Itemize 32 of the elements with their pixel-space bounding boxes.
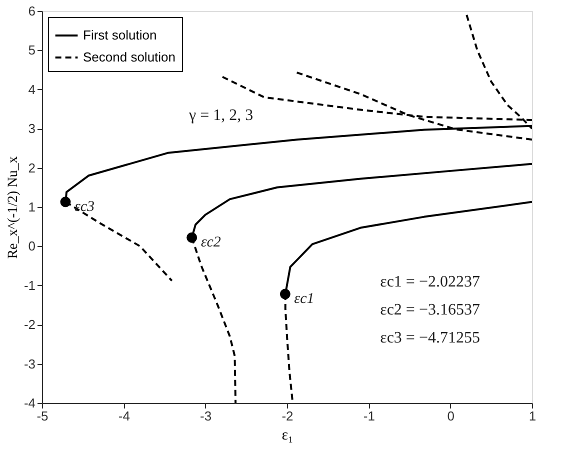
y-tick-label: 2 xyxy=(28,160,36,176)
x-tick-label: 1 xyxy=(528,408,536,424)
y-tick-label: -1 xyxy=(24,278,36,293)
annotation: εc2 xyxy=(200,234,222,251)
y-tick-label: 6 xyxy=(28,4,36,18)
x-tick-label: -1 xyxy=(363,408,375,424)
x-tick-label: -5 xyxy=(36,408,48,424)
annotation: εc1 xyxy=(294,291,314,308)
y-tick-label: 0 xyxy=(28,238,36,254)
legend-label: First solution xyxy=(83,28,157,42)
annotation: εc3 = −4.71255 xyxy=(380,329,480,346)
y-tick-label: -3 xyxy=(24,356,36,372)
y-tick-label: 1 xyxy=(28,200,36,214)
annotation: εc3 xyxy=(74,198,95,215)
point xyxy=(280,288,290,300)
point xyxy=(60,196,71,208)
y-tick-label: -2 xyxy=(24,317,36,332)
x-axis-title: ε₁ xyxy=(282,428,294,444)
point xyxy=(186,232,198,243)
x-tick-label: 0 xyxy=(447,408,454,424)
annotation: εc1 = −2.02237 xyxy=(380,273,480,290)
y-tick-label: 3 xyxy=(28,121,36,136)
legend-label: Second solution xyxy=(83,50,176,64)
annotation: γ = 1, 2, 3 xyxy=(188,106,254,124)
y-axis-title: Re_x^(-1/2) Nu_x xyxy=(6,156,21,259)
annotation: εc2 = −3.16537 xyxy=(380,301,480,318)
x-tick-label: -2 xyxy=(282,408,294,424)
y-tick-label: 5 xyxy=(28,42,36,58)
x-tick-label: -3 xyxy=(200,408,212,424)
x-tick-label: -4 xyxy=(118,408,130,424)
y-tick-label: -4 xyxy=(24,396,36,410)
y-tick-label: 4 xyxy=(28,82,36,97)
